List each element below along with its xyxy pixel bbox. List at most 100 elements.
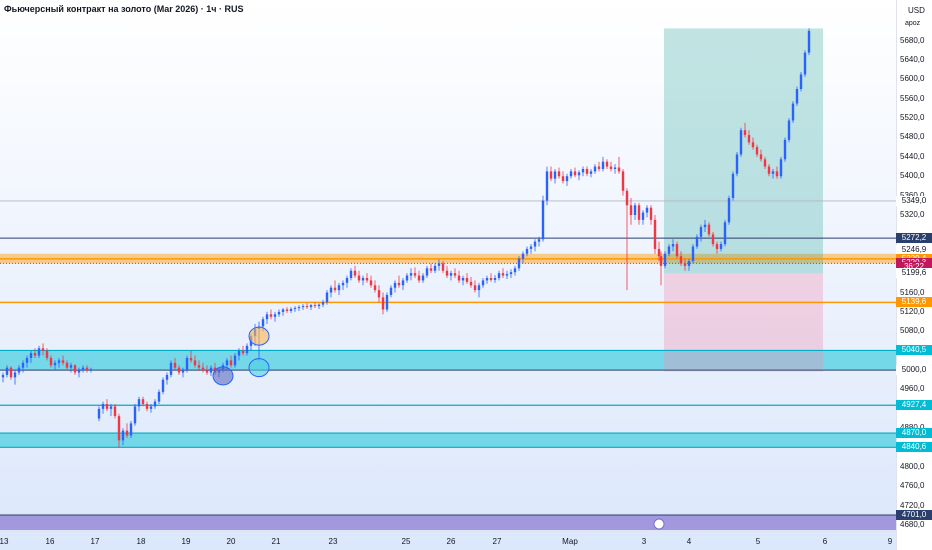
candle-body <box>609 166 613 169</box>
candle-body <box>401 280 405 286</box>
price-label: 4840,6 <box>896 442 932 453</box>
candle-body <box>33 353 37 356</box>
candle-body <box>45 350 49 358</box>
price-tick: 4680,0 <box>900 520 925 530</box>
candle-body <box>325 292 329 303</box>
candle-body <box>429 268 433 271</box>
candle-body <box>565 176 569 182</box>
candle-body <box>301 306 305 308</box>
candle-body <box>169 362 173 375</box>
candle-body <box>105 404 109 409</box>
candle-body <box>357 275 361 281</box>
candle-body <box>101 404 105 409</box>
candle-body <box>61 360 65 363</box>
candle-body <box>77 370 81 373</box>
candle-body <box>573 171 577 176</box>
candle-body <box>157 391 161 402</box>
candle-body <box>461 278 465 281</box>
target-zone <box>664 28 823 274</box>
price-tick: 5480,0 <box>900 132 925 142</box>
candle-body <box>97 408 101 419</box>
candle-body <box>41 348 45 351</box>
candle-body <box>193 360 197 366</box>
price-tick: 5360,0 <box>900 191 924 200</box>
candle-body <box>313 305 317 307</box>
candle-body <box>605 161 609 167</box>
candle-body <box>517 258 521 269</box>
candle-body <box>803 52 807 75</box>
candle-body <box>205 370 209 373</box>
time-tick: 3 <box>641 537 647 546</box>
time-tick: 9 <box>887 537 893 546</box>
chart-svg[interactable] <box>0 0 896 550</box>
candle-body <box>197 365 201 368</box>
candle-body <box>397 282 401 286</box>
scale-mode-label[interactable]: apoz <box>905 20 921 27</box>
candle-body <box>321 302 325 305</box>
price-tick: 4800,0 <box>900 462 925 471</box>
candle-body <box>149 406 153 409</box>
ellipse-cyan <box>248 358 270 378</box>
candle-body <box>25 357 29 363</box>
candle-body <box>365 278 369 281</box>
demand-zone-low <box>0 433 896 448</box>
candle-body <box>653 219 657 249</box>
candle-body <box>613 167 617 169</box>
candle-body <box>505 274 509 276</box>
candle-body <box>333 287 337 291</box>
currency-label[interactable]: USD <box>908 6 925 15</box>
candle-body <box>65 362 69 368</box>
candle-body <box>353 270 357 276</box>
candle-body <box>233 355 237 366</box>
candle-body <box>601 161 605 169</box>
price-tick: 4760,0 <box>900 481 925 491</box>
candle-body <box>791 103 795 121</box>
candle-body <box>715 244 719 249</box>
price-label: 5246,9 <box>896 245 932 256</box>
price-tick: 5560,0 <box>900 93 925 103</box>
chart-canvas[interactable] <box>0 0 896 550</box>
candle-body <box>683 263 687 266</box>
price-label: 5349,0 <box>896 195 932 206</box>
candle-body <box>57 360 61 363</box>
candle-body <box>541 200 545 240</box>
candle-body <box>767 166 771 174</box>
candle-body <box>593 166 597 172</box>
candle-body <box>589 171 593 174</box>
candle-body <box>121 430 125 441</box>
candle-body <box>153 401 157 407</box>
candle-body <box>545 171 549 201</box>
candle-body <box>449 273 453 276</box>
candle-body <box>779 159 783 177</box>
candle-body <box>497 273 501 278</box>
candle-body <box>453 273 457 276</box>
price-tick: 5080,0 <box>900 326 925 336</box>
candle-body <box>585 168 589 174</box>
candle-body <box>297 307 301 309</box>
candle-body <box>533 241 537 247</box>
candle-body <box>621 171 625 191</box>
price-tick: 5120,0 <box>900 306 925 316</box>
candle-body <box>341 282 345 286</box>
candle-body <box>481 280 485 286</box>
time-tick: 19 <box>181 537 191 546</box>
candle-body <box>469 281 473 286</box>
time-tick: 27 <box>492 537 502 546</box>
candle-body <box>109 406 113 409</box>
ellipse-blue <box>212 366 234 386</box>
candle-body <box>775 171 779 177</box>
symbol-title[interactable]: Фьючерсный контракт на золото (Mar 2026)… <box>4 4 244 14</box>
price-tick: 5160,0 <box>900 287 925 297</box>
time-tick: Мар <box>562 537 578 546</box>
candle-body <box>735 154 739 174</box>
candle-body <box>289 309 293 311</box>
time-tick: 17 <box>90 537 100 546</box>
candle-body <box>69 365 73 368</box>
candle-body <box>29 353 33 358</box>
candle-body <box>305 306 309 308</box>
time-tick: 5 <box>755 537 761 546</box>
candle-body <box>113 406 117 417</box>
price-tick: 5600,0 <box>900 74 925 84</box>
time-tick: 6 <box>822 537 828 546</box>
candle-body <box>445 270 449 276</box>
